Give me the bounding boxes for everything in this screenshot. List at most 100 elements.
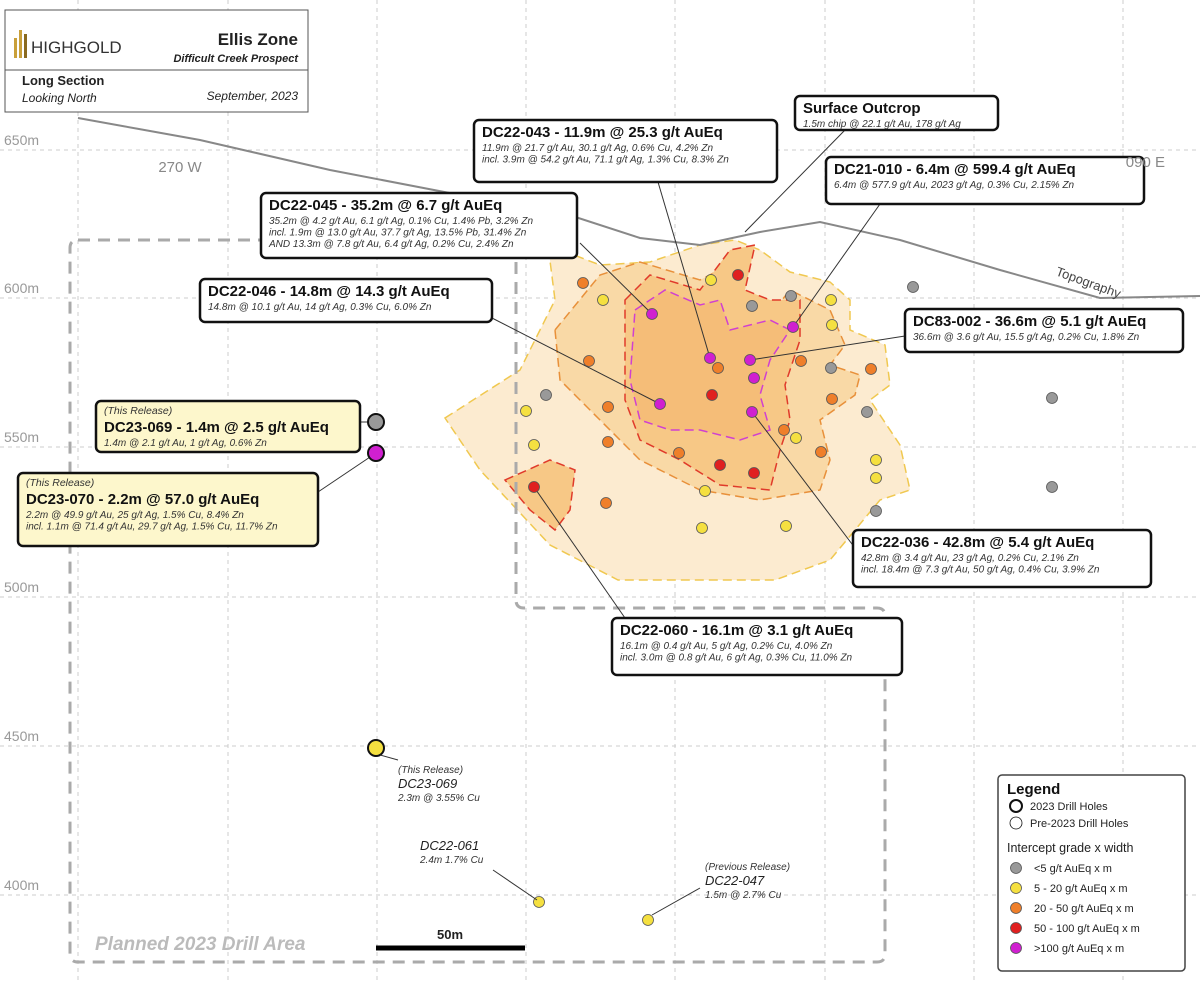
legend-label: <5 g/t AuEq x m [1034,863,1112,875]
legend-label: >100 g/t AuEq x m [1034,943,1124,955]
drill-hole [870,454,882,466]
drill-holes [367,269,1058,926]
drill-hole [825,294,837,306]
callout-box [903,307,1185,354]
drill-hole [907,281,919,293]
elevation-label: 650m [4,132,39,148]
note-tag: (This Release) [398,765,463,776]
scale-label: 50m [437,927,463,942]
leader-line [744,129,846,233]
callout-box [851,528,1153,589]
legend-box [997,774,1186,972]
view-label: Looking North [22,91,97,105]
direction-west: 270 W [158,159,202,176]
callout-title: DC83-002 - 36.6m @ 5.1 g/t AuEq [913,313,1146,330]
callout-title: DC22-043 - 11.9m @ 25.3 g/t AuEq [482,124,723,141]
callout-line: incl. 1.9m @ 13.0 g/t Au, 37.7 g/t Ag, 1… [269,228,527,239]
area-label: Planned 2023 Drill Area [95,934,306,955]
drill-hole [602,436,614,448]
drill-hole [704,352,716,364]
drill-hole [780,520,792,532]
callout-line: 16.1m @ 0.4 g/t Au, 5 g/t Ag, 0.2% Cu, 4… [620,641,833,652]
callout-line: incl. 3.0m @ 0.8 g/t Au, 6 g/t Ag, 0.3% … [620,653,853,664]
drill-hole [861,406,873,418]
callout-box [472,118,779,184]
note-line: 2.3m @ 3.55% Cu [397,793,480,804]
drill-hole [646,308,658,320]
zone-very-high [629,289,792,441]
callout-title: DC22-036 - 42.8m @ 5.4 g/t AuEq [861,534,1094,551]
section-label: Long Section [22,73,104,88]
drill-hole [746,406,758,418]
drill-hole [870,472,882,484]
drill-hole [790,432,802,444]
callout-box [824,155,1146,206]
title: Ellis Zone [218,30,298,49]
leader-line [749,335,906,361]
legend-symbol [1010,862,1022,874]
leaders [317,129,906,619]
callout-tag: (This Release) [26,477,94,489]
drill-hole [540,389,552,401]
callout-line: 42.8m @ 3.4 g/t Au, 23 g/t Ag, 0.2% Cu, … [861,553,1079,564]
leader-line [657,181,711,359]
drill-hole [865,363,877,375]
elevation-label: 550m [4,429,39,445]
drill-hole-2023 [367,444,385,462]
callout-line: 36.6m @ 3.6 g/t Au, 15.5 g/t Ag, 0.2% Cu… [913,332,1140,343]
leader-line [792,203,881,328]
drill-hole [520,405,532,417]
legend: Legend 2023 Drill Holes Pre-2023 Drill Hol… [997,774,1186,972]
drill-hole [642,914,654,926]
callout-title: Surface Outcrop [803,100,921,117]
drill-hole [714,459,726,471]
drill-hole [826,393,838,405]
notes: (This Release)DC23-069 2.3m @ 3.55% Cu DC2… [379,754,790,916]
legend-symbol [1010,922,1022,934]
callout-line: 14.8m @ 10.1 g/t Au, 14 g/t Ag, 0.3% Cu,… [208,302,432,313]
drill-hole [1046,392,1058,404]
callout-box [16,471,320,548]
elevation-label: 450m [4,728,39,744]
callout-title: DC22-060 - 16.1m @ 3.1 g/t AuEq [620,622,853,639]
elevation-label: 600m [4,280,39,296]
legend-symbol [1010,942,1022,954]
drill-hole [577,277,589,289]
callout-line: incl. 1.1m @ 71.4 g/t Au, 29.7 g/t Ag, 1… [26,522,278,533]
callout-tag: (This Release) [104,405,172,417]
legend-label: 2023 Drill Holes [1030,801,1108,813]
drill-hole-2023 [367,413,385,431]
legend-symbol [1009,816,1023,830]
callout-line: 11.9m @ 21.7 g/t Au, 30.1 g/t Ag, 0.6% C… [482,143,713,154]
leader-line [491,317,661,405]
callout-box [259,191,579,260]
callout-line: incl. 18.4m @ 7.3 g/t Au, 50 g/t Ag, 0.4… [861,565,1100,576]
drill-hole [696,522,708,534]
drill-hole [705,274,717,286]
callout-title: DC21-010 - 6.4m @ 599.4 g/t AuEq [834,161,1076,178]
drill-hole [826,319,838,331]
callout-line: 1.4m @ 2.1 g/t Au, 1 g/t Ag, 0.6% Zn [104,438,267,449]
drill-hole-2023 [367,739,385,757]
leader-line [492,869,538,901]
callout-line: 35.2m @ 4.2 g/t Au, 6.1 g/t Ag, 0.1% Cu,… [269,216,533,227]
drill-hole [600,497,612,509]
leader-line [317,452,377,493]
callout-title: DC23-069 - 1.4m @ 2.5 g/t AuEq [104,419,329,436]
legend-symbol [1010,882,1022,894]
elevation-label: 400m [4,877,39,893]
callout-box [610,616,904,677]
topography-line [77,117,1200,300]
callouts: DC22-043 - 11.9m @ 25.3 g/t AuEq 11.9m @ … [16,94,1185,677]
note-tag: (Previous Release) [705,862,790,873]
elevation-label: 500m [4,579,39,595]
drill-hole [528,481,540,493]
drill-hole [785,290,797,302]
legend-symbol [1009,799,1023,813]
note-title: DC22-047 [705,873,765,888]
drill-hole [748,372,760,384]
legend-label: 50 - 100 g/t AuEq x m [1034,923,1140,935]
drill-hole [744,354,756,366]
